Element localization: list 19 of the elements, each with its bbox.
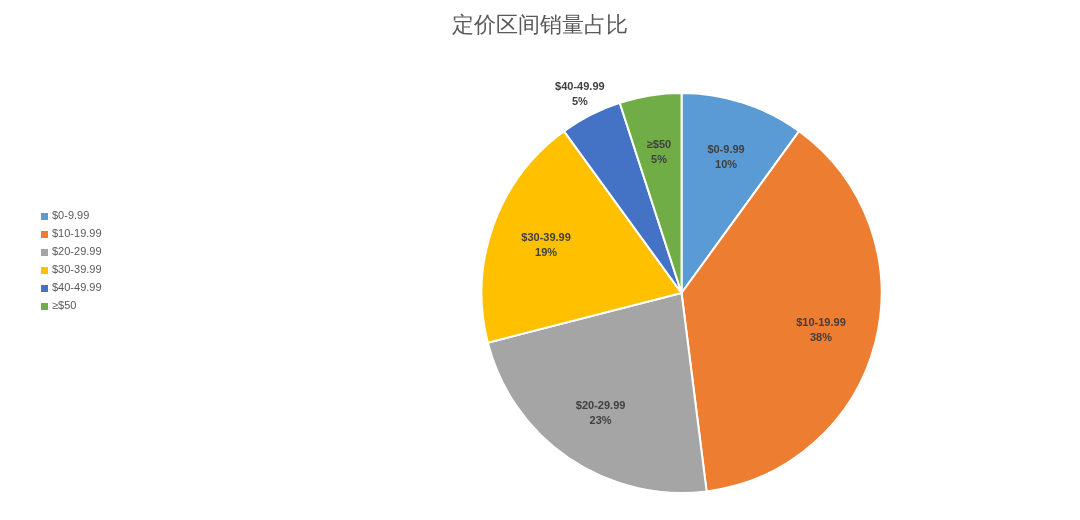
legend-label: $20-29.99 — [52, 245, 102, 257]
data-label: 38% — [810, 330, 833, 343]
legend-label: $30-39.99 — [52, 263, 102, 275]
legend-label: $0-9.99 — [52, 209, 90, 221]
slice-label: $40-49.99 — [555, 80, 605, 93]
legend-label: ≥$50 — [52, 299, 77, 311]
chart-title: 定价区间销量占比 — [451, 11, 629, 39]
slice-label: ≥$50 — [646, 137, 672, 150]
legend-label: $10-19.99 — [52, 227, 102, 239]
slice-label: $0-9.99 — [707, 143, 745, 156]
data-label: 19% — [535, 246, 558, 259]
data-label: 5% — [651, 152, 668, 165]
data-label: 23% — [589, 414, 612, 427]
legend-label: $40-49.99 — [52, 281, 102, 293]
slice-label: $30-39.99 — [521, 231, 571, 244]
data-label: 10% — [715, 158, 738, 171]
slice-label: $10-19.99 — [796, 315, 846, 328]
slice-label: $20-29.99 — [575, 399, 626, 412]
data-label: 5% — [571, 95, 589, 108]
